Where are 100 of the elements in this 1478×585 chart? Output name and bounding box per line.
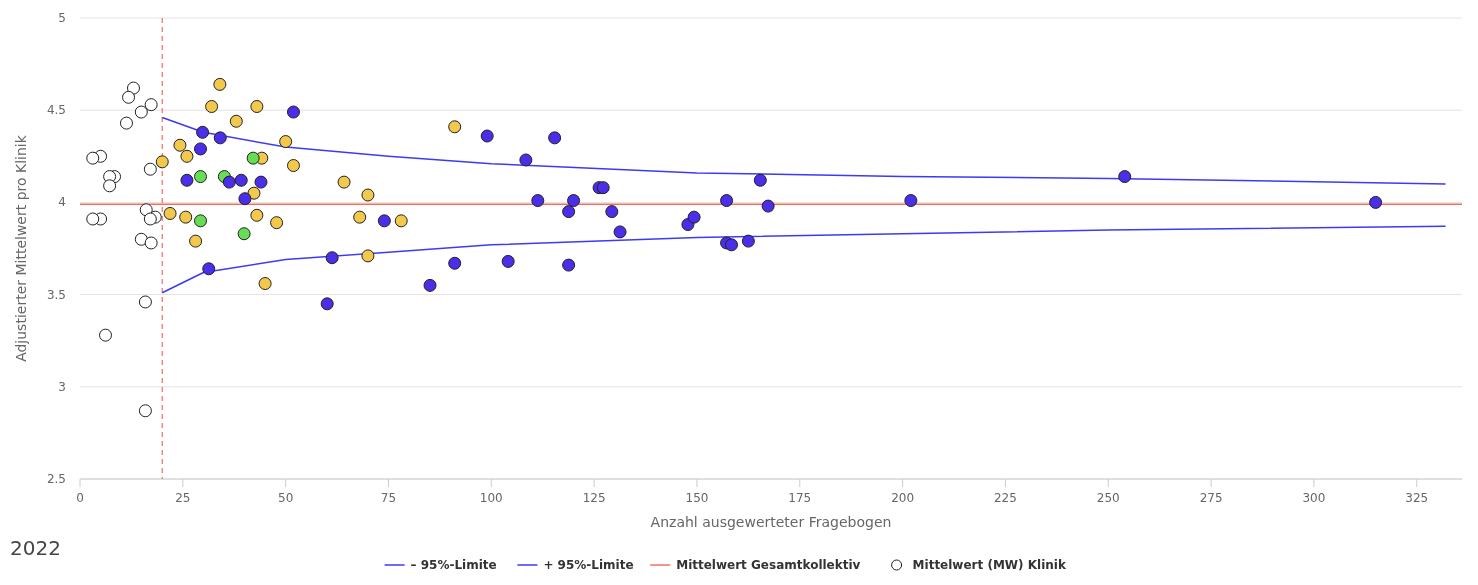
- point: [134, 232, 148, 246]
- point: [761, 199, 775, 213]
- point: [194, 142, 208, 156]
- point: [194, 214, 208, 228]
- point: [155, 155, 169, 169]
- point: [687, 210, 701, 224]
- point: [144, 236, 158, 250]
- y-axis-title: Adjustierter Mittelwert pro Klinik: [13, 134, 29, 362]
- point: [126, 81, 140, 95]
- point: [196, 125, 210, 139]
- point: [337, 175, 351, 189]
- text: 2022: [10, 536, 61, 560]
- point: [238, 192, 252, 206]
- point: [143, 212, 157, 226]
- point: [119, 116, 133, 130]
- point: [202, 262, 216, 276]
- x-axis-title: Anzahl ausgewerteter Fragebogen: [650, 514, 892, 530]
- point: [562, 258, 576, 272]
- x-tick-label: 200: [891, 491, 915, 505]
- point: [173, 138, 187, 152]
- point: [1118, 170, 1132, 184]
- point: [394, 214, 408, 228]
- point: [163, 206, 177, 220]
- legend-label: – 95%-Limite: [410, 558, 497, 572]
- point: [250, 100, 264, 114]
- point: [904, 194, 918, 208]
- point: [234, 173, 248, 187]
- point: [279, 135, 293, 149]
- point: [247, 186, 261, 200]
- point: [567, 194, 581, 208]
- point: [189, 234, 203, 248]
- point: [562, 205, 576, 219]
- point: [254, 175, 268, 189]
- x-tick-label: 125: [582, 491, 606, 505]
- point: [753, 173, 767, 187]
- point: [613, 225, 627, 239]
- y-tick-label: 3.5: [46, 287, 66, 302]
- point: [377, 214, 391, 228]
- x-tick-label: 275: [1199, 491, 1223, 505]
- x-tick-label: 300: [1302, 491, 1326, 505]
- point: [86, 151, 100, 165]
- point: [86, 212, 100, 226]
- point: [270, 216, 284, 230]
- x-tick-label: 150: [685, 491, 709, 505]
- point: [222, 175, 236, 189]
- legend-label: Mittelwert Gesamtkollektiv: [676, 558, 861, 572]
- y-tick-label: 4: [58, 195, 66, 210]
- legend-label: + 95%-Limite: [543, 558, 634, 572]
- x-tick-label: 175: [788, 491, 812, 505]
- point: [501, 254, 515, 268]
- point: [250, 208, 264, 222]
- point: [286, 159, 300, 173]
- y-tick-label: 5: [58, 11, 66, 25]
- point: [180, 149, 194, 163]
- x-tick-label: 50: [278, 491, 294, 505]
- point: [103, 179, 117, 193]
- line-series: [161, 225, 1447, 294]
- point: [246, 151, 260, 165]
- point: [741, 234, 755, 248]
- point: [205, 100, 219, 114]
- point: [720, 194, 734, 208]
- x-tick-label: 100: [479, 491, 503, 505]
- line-series: [161, 116, 1447, 185]
- point: [448, 256, 462, 270]
- point: [229, 114, 243, 128]
- point: [144, 98, 158, 112]
- point: [138, 404, 152, 418]
- point: [548, 131, 562, 145]
- x-tick-label: 0: [76, 491, 84, 505]
- point: [134, 105, 148, 119]
- point: [361, 188, 375, 202]
- legend-label: Mittelwert (MW) Klinik: [912, 558, 1067, 572]
- point: [353, 210, 367, 224]
- x-tick-label: 225: [993, 491, 1017, 505]
- point: [286, 105, 300, 119]
- point: [361, 249, 375, 263]
- point: [143, 162, 157, 176]
- point: [320, 297, 334, 311]
- point: [213, 77, 227, 91]
- point: [180, 173, 194, 187]
- point: [325, 251, 339, 265]
- point: [605, 205, 619, 219]
- point: [258, 277, 272, 291]
- point: [213, 131, 227, 145]
- point: [122, 90, 136, 104]
- point: [725, 238, 739, 252]
- point: [1369, 195, 1383, 209]
- x-tick-label: 25: [175, 491, 191, 505]
- point: [99, 328, 112, 342]
- y-tick-label: 2.5: [46, 472, 66, 486]
- x-tick-label: 250: [1096, 491, 1120, 505]
- point: [531, 194, 545, 208]
- point: [596, 181, 610, 195]
- point: [138, 295, 152, 309]
- point: [237, 227, 251, 241]
- y-tick-label: 3: [58, 379, 66, 394]
- point: [423, 278, 437, 292]
- point: [179, 210, 193, 224]
- y-tick-label: 4.5: [46, 103, 66, 118]
- point: [194, 170, 208, 184]
